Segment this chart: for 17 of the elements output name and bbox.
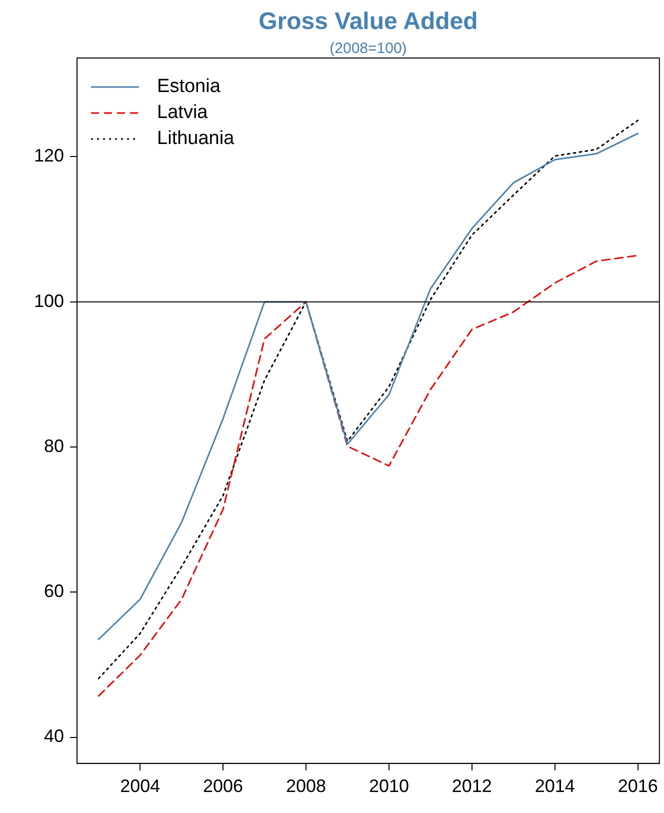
y-tick-label: 60	[44, 581, 64, 602]
legend-label: Estonia	[157, 76, 221, 98]
x-tick-label: 2010	[368, 776, 409, 796]
legend-label: Latvia	[157, 102, 208, 124]
y-tick-label: 80	[44, 436, 64, 456]
x-tick-label: 2004	[120, 776, 160, 796]
x-tick-label: 2008	[286, 776, 326, 796]
x-tick-label: 2006	[203, 776, 244, 796]
legend-label: Lithuania	[157, 128, 235, 150]
chart-title: Gross Value Added	[258, 8, 478, 35]
y-tick-label: 40	[44, 726, 64, 746]
x-tick-label: 2014	[534, 776, 575, 796]
x-tick-label: 2012	[452, 776, 492, 796]
chart-subtitle: (2008=100)	[330, 40, 407, 57]
y-tick-label: 120	[34, 146, 64, 166]
x-tick-label: 2016	[618, 776, 658, 796]
y-tick-label: 100	[34, 290, 64, 311]
